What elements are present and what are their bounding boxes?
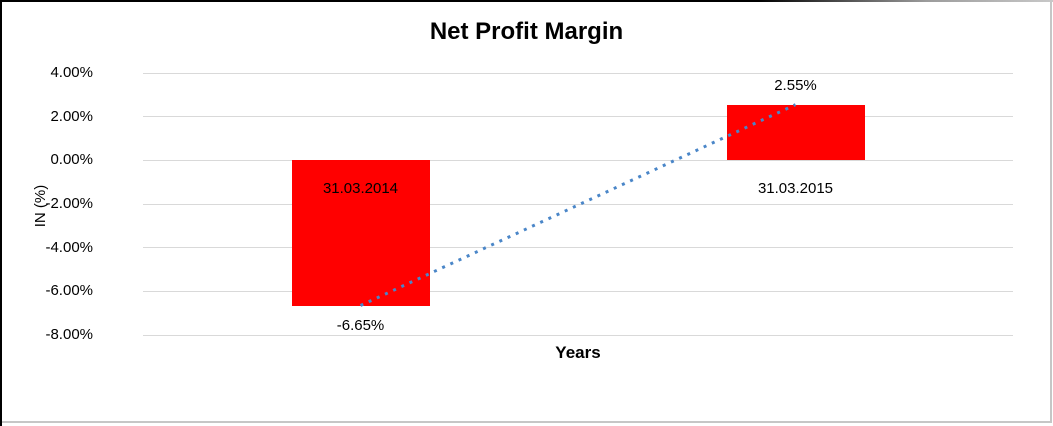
gridline xyxy=(143,72,1013,74)
gridline xyxy=(143,159,1013,161)
gridline xyxy=(143,247,1013,249)
trendline-layer xyxy=(359,103,797,307)
y-tick-label: -2.00% xyxy=(45,195,93,212)
frame-border-top xyxy=(0,0,1053,2)
gridline xyxy=(143,203,1013,205)
y-tick-label: 2.00% xyxy=(50,107,93,125)
x-axis-title: Years xyxy=(555,343,601,362)
frame-border-bottom xyxy=(2,421,1051,423)
category-label: 31.03.2014 xyxy=(322,180,399,198)
y-tick-label: -4.00% xyxy=(45,238,93,256)
y-tick-label: 4.00% xyxy=(50,64,93,81)
frame-border-left xyxy=(0,0,2,426)
y-tick-label: -6.00% xyxy=(45,282,93,300)
bar-31.03.2015 xyxy=(726,104,865,161)
frame-border-right xyxy=(1050,2,1052,423)
gridline xyxy=(143,290,1013,292)
bar-31.03.2014 xyxy=(291,160,430,306)
category-label: 31.03.2015 xyxy=(757,180,834,198)
y-tick-label: 0.00% xyxy=(50,151,93,169)
chart-title: Net Profit Margin xyxy=(429,18,624,45)
data-label: 2.55% xyxy=(774,76,817,94)
gridline xyxy=(143,334,1013,336)
trendline xyxy=(359,103,797,307)
data-label: -6.65% xyxy=(336,316,385,334)
y-tick-label: -8.00% xyxy=(45,326,93,343)
gridline xyxy=(143,116,1013,118)
plot-area: 4.00% 2.00% 0.00% -2.00% -4.00% -6.00% -8.00% 3… xyxy=(45,64,1013,343)
